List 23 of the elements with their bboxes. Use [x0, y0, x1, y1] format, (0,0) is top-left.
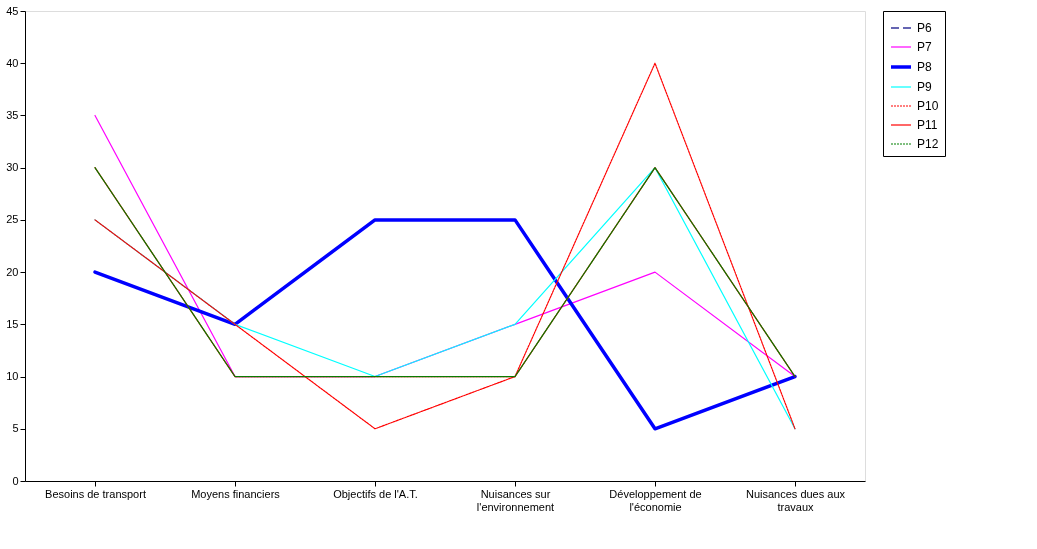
legend-label: P7 [917, 40, 932, 54]
x-tick-label: Nuisances dues aux travaux [745, 487, 846, 513]
y-tick-label: 5 [12, 422, 19, 435]
y-tick-label: 0 [12, 474, 19, 487]
legend-label: P10 [917, 99, 939, 113]
legend-label: P8 [917, 60, 932, 74]
legend-label: P12 [917, 137, 939, 151]
y-tick-label: 45 [6, 4, 19, 17]
y-tick-label: 25 [6, 213, 19, 226]
legend-label: P11 [917, 118, 938, 132]
y-tick-label: 10 [6, 370, 19, 383]
y-tick-label: 15 [6, 317, 19, 330]
y-tick-label: 30 [6, 161, 19, 174]
x-tick-label: Moyens financiers [191, 487, 281, 500]
x-tick-label: Développement de l'économie [609, 487, 702, 513]
y-tick-label: 35 [6, 108, 19, 121]
x-tick-label: Besoins de transport [45, 487, 146, 500]
legend-label: P6 [917, 21, 932, 35]
y-tick-label: 20 [6, 265, 19, 278]
x-tick-label: Objectifs de l'A.T. [333, 487, 418, 500]
legend-label: P9 [917, 80, 932, 94]
x-tick-label: Nuisances sur l'environnement [476, 487, 555, 513]
y-tick-label: 40 [6, 56, 19, 69]
